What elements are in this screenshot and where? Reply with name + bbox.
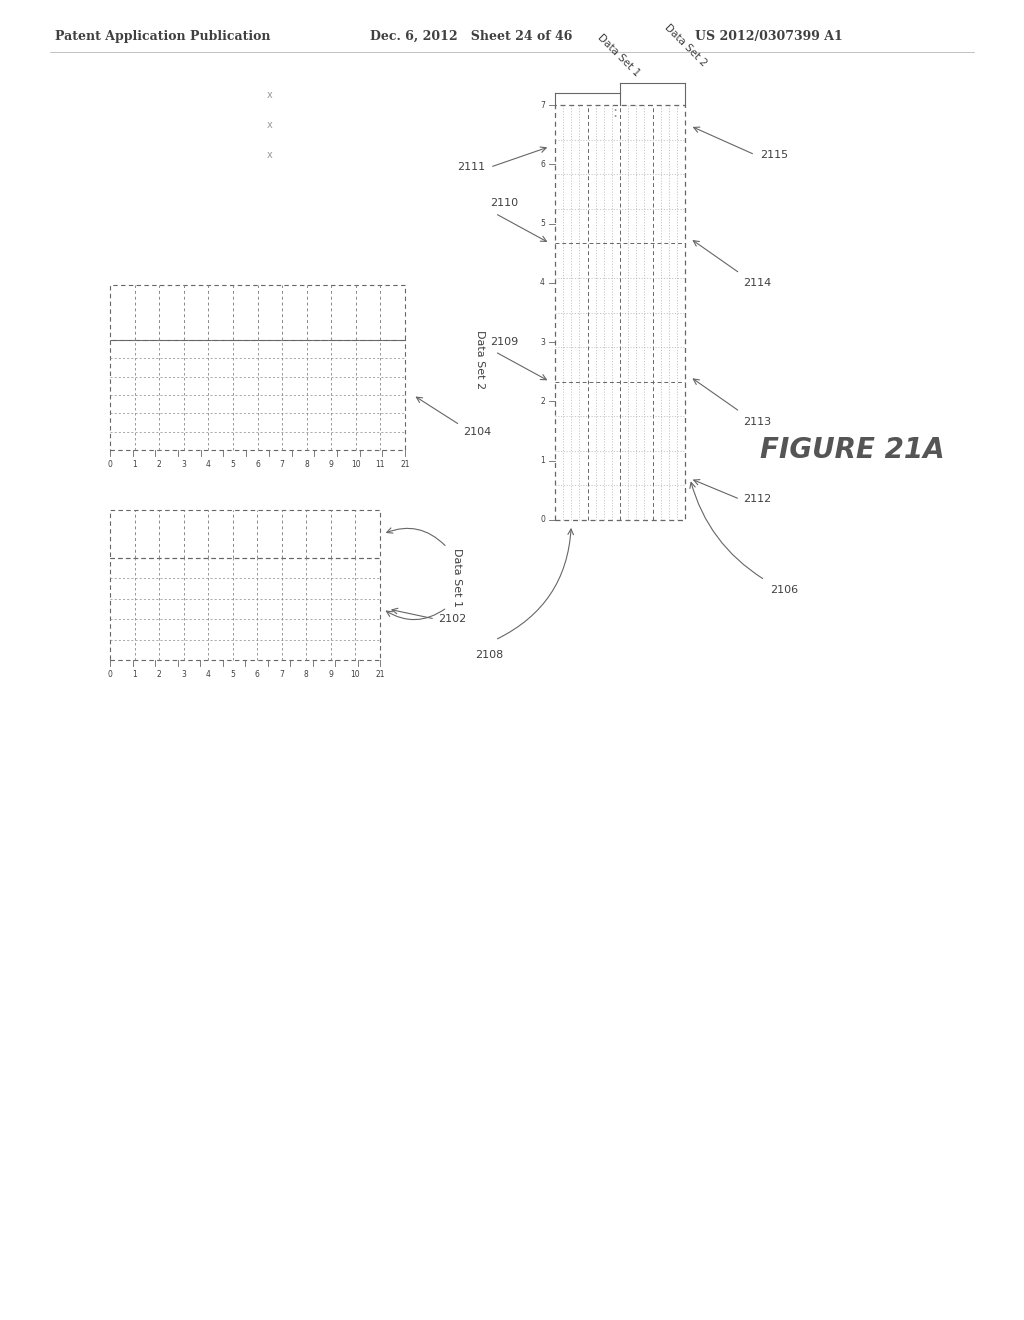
Text: 2104: 2104 (463, 426, 492, 437)
Text: 0: 0 (108, 459, 113, 469)
Text: 2111: 2111 (457, 162, 485, 172)
Text: 2115: 2115 (760, 149, 788, 160)
Text: 5: 5 (540, 219, 545, 228)
Text: 2: 2 (157, 671, 162, 678)
Text: 7: 7 (280, 459, 285, 469)
Text: 4: 4 (540, 279, 545, 288)
Text: US 2012/0307399 A1: US 2012/0307399 A1 (695, 30, 843, 44)
Text: 5: 5 (230, 459, 236, 469)
Text: Data Set 2: Data Set 2 (475, 330, 485, 389)
Text: 2114: 2114 (743, 279, 771, 288)
Text: 3: 3 (181, 459, 186, 469)
Text: 2: 2 (157, 459, 162, 469)
Text: 21: 21 (400, 459, 410, 469)
Text: 4: 4 (206, 459, 211, 469)
Text: 6: 6 (255, 671, 260, 678)
Text: 21: 21 (375, 671, 385, 678)
Text: 6: 6 (540, 160, 545, 169)
Text: Data Set 1: Data Set 1 (452, 548, 462, 607)
Text: 0: 0 (108, 671, 113, 678)
Text: 9: 9 (329, 671, 334, 678)
Text: 2102: 2102 (438, 614, 466, 624)
Text: 1: 1 (132, 459, 137, 469)
Text: x: x (267, 150, 272, 160)
Text: 5: 5 (230, 671, 236, 678)
Text: 11: 11 (376, 459, 385, 469)
Text: FIGURE 21A: FIGURE 21A (760, 436, 944, 465)
Text: Patent Application Publication: Patent Application Publication (55, 30, 270, 44)
Text: Dec. 6, 2012   Sheet 24 of 46: Dec. 6, 2012 Sheet 24 of 46 (370, 30, 572, 44)
Text: 2108: 2108 (475, 649, 503, 660)
Text: Data Set 2: Data Set 2 (663, 22, 709, 69)
Text: 2106: 2106 (770, 585, 798, 595)
Text: 2113: 2113 (743, 417, 771, 426)
Text: Data Set 1: Data Set 1 (596, 32, 642, 78)
Text: :: : (612, 106, 617, 120)
Text: 1: 1 (132, 671, 137, 678)
Text: 2: 2 (541, 397, 545, 407)
Text: 8: 8 (304, 671, 309, 678)
Text: 3: 3 (181, 671, 186, 678)
Text: 9: 9 (329, 459, 334, 469)
Text: 7: 7 (280, 671, 285, 678)
Text: 10: 10 (350, 671, 360, 678)
Text: x: x (267, 120, 272, 129)
Text: 8: 8 (304, 459, 309, 469)
Text: 10: 10 (351, 459, 360, 469)
Text: 1: 1 (541, 457, 545, 465)
Text: 2109: 2109 (490, 337, 518, 347)
Text: 6: 6 (255, 459, 260, 469)
Text: 2110: 2110 (490, 198, 518, 209)
Text: 4: 4 (206, 671, 211, 678)
Text: 3: 3 (540, 338, 545, 347)
Text: 7: 7 (540, 100, 545, 110)
Text: x: x (267, 90, 272, 100)
Text: 0: 0 (540, 516, 545, 524)
Text: 2112: 2112 (743, 494, 771, 504)
